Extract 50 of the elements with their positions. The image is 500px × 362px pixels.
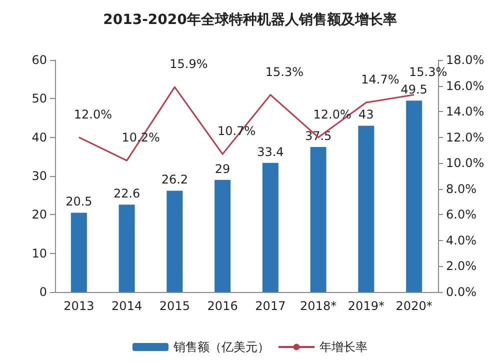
y2-tick-label: 18.0% — [446, 53, 484, 67]
y2-tick-label: 6.0% — [446, 208, 476, 222]
bar — [118, 204, 135, 292]
y-tick-label: 50 — [32, 92, 47, 106]
y2-tick-label: 12.0% — [446, 130, 484, 144]
y2-tick-label: 4.0% — [446, 233, 476, 248]
y2-tick-label: 0.0% — [446, 285, 476, 299]
x-tick-label: 2018* — [300, 299, 337, 313]
y2-tick-label: 14.0% — [446, 104, 484, 119]
x-tick-label: 2016 — [207, 299, 238, 313]
y-tick-label: 60 — [32, 53, 47, 67]
y2-tick-label: 16.0% — [446, 78, 484, 93]
data-label: 14.7% — [361, 72, 400, 87]
data-label: 12.0% — [74, 107, 112, 122]
y-tick-label: 0 — [39, 285, 47, 299]
data-label: 15.3% — [409, 64, 448, 79]
y-tick-label: 30 — [32, 169, 47, 183]
data-label: 33.4 — [257, 144, 284, 159]
data-label: 43 — [358, 108, 374, 122]
legend-label: 年增长率 — [320, 340, 368, 354]
data-label: 22.6 — [113, 186, 140, 201]
y2-tick-label: 8.0% — [446, 182, 476, 196]
bar — [262, 162, 278, 292]
chart-title: 2013-2020年全球特种机器人销售额及增长率 — [103, 11, 397, 28]
x-tick-label: 2013 — [64, 299, 94, 313]
x-tick-label: 2017 — [255, 299, 286, 313]
x-tick-label: 2015 — [159, 299, 190, 313]
y-tick-label: 40 — [32, 130, 47, 144]
y-tick-label: 10 — [32, 246, 47, 260]
x-tick-label: 2019* — [348, 299, 384, 313]
x-tick-label: 2020* — [396, 299, 432, 313]
bar — [214, 180, 231, 292]
data-label: 15.3% — [265, 64, 304, 79]
x-tick-label: 2014 — [112, 299, 142, 313]
data-label: 37.5 — [304, 129, 332, 143]
bar — [406, 100, 422, 292]
data-label: 26.2 — [161, 172, 188, 187]
bar — [358, 126, 374, 292]
y-tick-label: 20 — [32, 208, 47, 222]
bar — [166, 190, 183, 292]
bar — [70, 212, 87, 292]
data-label: 12.0% — [313, 107, 352, 122]
y2-tick-label: 10.0% — [446, 156, 484, 170]
data-label: 20.5 — [66, 194, 92, 209]
data-label: 29 — [214, 162, 230, 176]
data-label: 49.5 — [400, 82, 428, 97]
legend-label: 销售额（亿美元） — [172, 340, 270, 354]
data-label: 15.9% — [170, 57, 208, 72]
y2-tick-label: 2.0% — [446, 259, 476, 274]
bar — [310, 147, 326, 292]
